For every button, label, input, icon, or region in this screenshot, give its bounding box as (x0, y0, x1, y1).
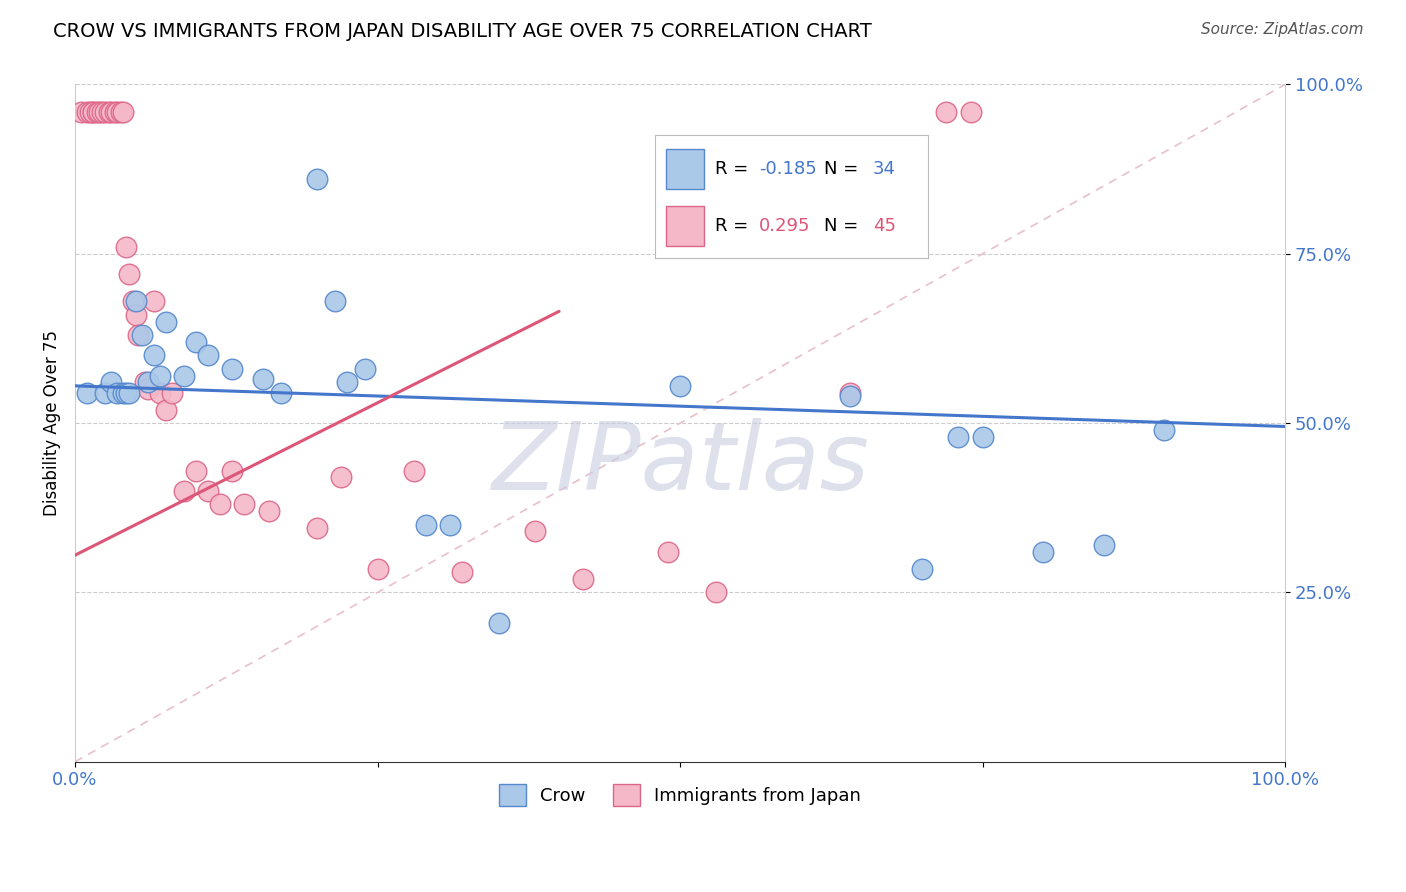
Immigrants from Japan (572, 572, 595, 586)
Crow (124, 294, 146, 309)
Immigrants from Japan (657, 545, 679, 559)
Crow (1092, 538, 1115, 552)
Immigrants from Japan (112, 104, 135, 119)
Crow (252, 372, 274, 386)
Crow (948, 430, 970, 444)
Crow (76, 385, 98, 400)
Bar (666, 206, 704, 246)
Crow (1153, 423, 1175, 437)
Immigrants from Japan (706, 585, 728, 599)
Immigrants from Japan (367, 562, 389, 576)
Immigrants from Japan (935, 104, 957, 119)
Immigrants from Japan (221, 463, 243, 477)
Crow (415, 517, 437, 532)
Immigrants from Japan (90, 104, 112, 119)
Immigrants from Japan (82, 104, 104, 119)
Immigrants from Japan (127, 328, 149, 343)
Immigrants from Japan (142, 294, 165, 309)
Crow (911, 562, 934, 576)
Immigrants from Japan (838, 385, 860, 400)
Immigrants from Japan (124, 308, 146, 322)
Immigrants from Japan (122, 294, 145, 309)
Immigrants from Japan (136, 382, 159, 396)
Immigrants from Japan (233, 497, 256, 511)
Crow (142, 348, 165, 362)
Crow (184, 334, 207, 349)
Immigrants from Japan (118, 267, 141, 281)
Immigrants from Japan (70, 104, 93, 119)
Immigrants from Japan (79, 104, 101, 119)
Crow (149, 368, 172, 383)
Immigrants from Japan (110, 104, 132, 119)
Immigrants from Japan (959, 104, 981, 119)
Crow (114, 385, 136, 400)
Text: N =: N = (824, 161, 865, 178)
Immigrants from Japan (149, 385, 172, 400)
Text: 0.295: 0.295 (759, 217, 810, 235)
Crow (838, 389, 860, 403)
Crow (305, 172, 328, 186)
Bar (666, 149, 704, 189)
Text: 34: 34 (873, 161, 896, 178)
Immigrants from Japan (97, 104, 120, 119)
Crow (488, 615, 510, 630)
Crow (221, 362, 243, 376)
Text: -0.185: -0.185 (759, 161, 817, 178)
Crow (669, 379, 692, 393)
Immigrants from Japan (330, 470, 353, 484)
Immigrants from Japan (257, 504, 280, 518)
Crow (323, 294, 346, 309)
Immigrants from Japan (155, 402, 177, 417)
Immigrants from Japan (451, 565, 474, 579)
Crow (118, 385, 141, 400)
Immigrants from Japan (523, 524, 546, 539)
Immigrants from Japan (402, 463, 425, 477)
Crow (136, 376, 159, 390)
Text: R =: R = (716, 217, 754, 235)
Immigrants from Japan (134, 376, 156, 390)
Immigrants from Japan (82, 104, 104, 119)
Immigrants from Japan (173, 483, 195, 498)
Immigrants from Japan (94, 104, 117, 119)
Immigrants from Japan (209, 497, 232, 511)
Crow (112, 385, 135, 400)
Text: Source: ZipAtlas.com: Source: ZipAtlas.com (1201, 22, 1364, 37)
Immigrants from Japan (305, 521, 328, 535)
Text: N =: N = (824, 217, 865, 235)
Immigrants from Japan (114, 240, 136, 254)
Text: ZIPatlas: ZIPatlas (491, 418, 869, 509)
Immigrants from Japan (89, 104, 111, 119)
Crow (270, 385, 292, 400)
Crow (1032, 545, 1054, 559)
Y-axis label: Disability Age Over 75: Disability Age Over 75 (44, 330, 60, 516)
Immigrants from Japan (105, 104, 128, 119)
Text: 45: 45 (873, 217, 896, 235)
Text: R =: R = (716, 161, 754, 178)
Crow (173, 368, 195, 383)
Crow (972, 430, 994, 444)
Crow (354, 362, 377, 376)
Immigrants from Japan (160, 385, 183, 400)
Immigrants from Japan (184, 463, 207, 477)
Crow (197, 348, 219, 362)
Immigrants from Japan (100, 104, 122, 119)
Legend: Crow, Immigrants from Japan: Crow, Immigrants from Japan (492, 777, 869, 814)
Crow (100, 376, 122, 390)
Crow (439, 517, 461, 532)
Text: CROW VS IMMIGRANTS FROM JAPAN DISABILITY AGE OVER 75 CORRELATION CHART: CROW VS IMMIGRANTS FROM JAPAN DISABILITY… (53, 22, 872, 41)
Immigrants from Japan (104, 104, 127, 119)
Crow (155, 314, 177, 328)
Crow (105, 385, 128, 400)
Crow (336, 376, 359, 390)
Crow (131, 328, 153, 343)
Immigrants from Japan (86, 104, 108, 119)
Crow (94, 385, 117, 400)
Immigrants from Japan (197, 483, 219, 498)
Immigrants from Japan (76, 104, 98, 119)
